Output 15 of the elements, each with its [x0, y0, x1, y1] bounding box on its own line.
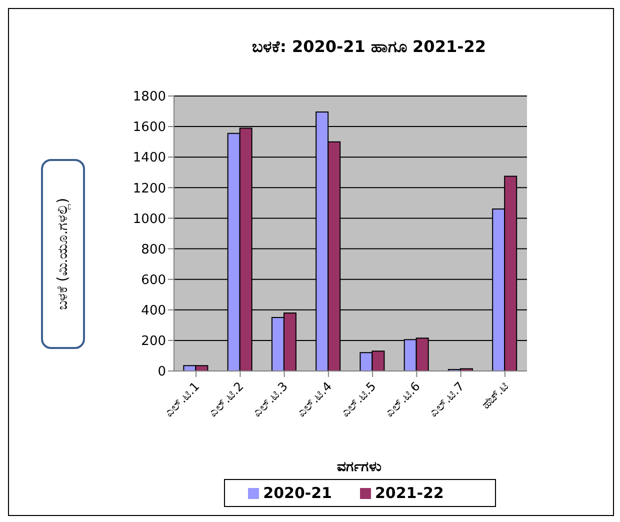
y-tick-label: 400 — [141, 304, 166, 319]
y-tick-label: 1600 — [132, 120, 166, 136]
legend-label: 2021-22 — [375, 484, 444, 502]
x-axis-title: ವರ್ಗಗಳು — [336, 459, 382, 475]
y-tick-label: 200 — [141, 334, 166, 350]
y-tick-label: 800 — [141, 242, 166, 258]
y-tick-label: 1800 — [132, 90, 166, 105]
y-tick-label: 0 — [158, 364, 166, 380]
legend-label: 2020-21 — [263, 484, 332, 502]
y-tick-label: 1000 — [132, 212, 166, 227]
y-tick-label: 600 — [141, 272, 166, 288]
y-tick-label: 1400 — [132, 150, 166, 166]
y-tick-label: 1200 — [132, 181, 166, 196]
y-axis-title: ಬಳಕೆ (ಮಿ.ಯೂ.ಗಳಲ್ಲಿ) — [55, 198, 71, 310]
chart-title: ಬಳಕೆ: 2020-21 ಹಾಗೂ 2021-22 — [251, 37, 487, 56]
